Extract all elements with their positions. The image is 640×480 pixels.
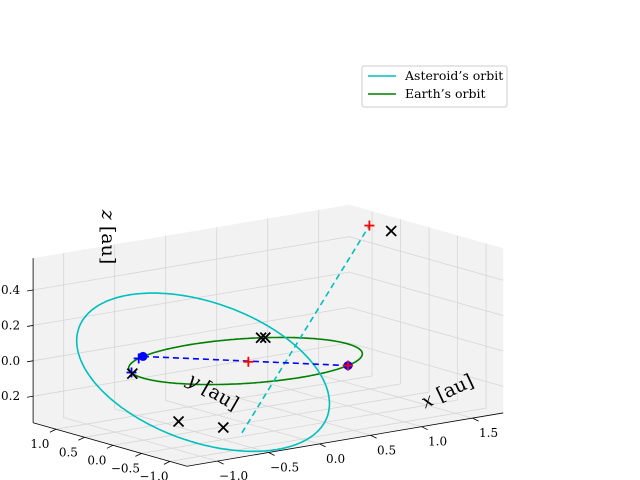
grid-line-x [63, 253, 218, 462]
grid-line-x [165, 235, 320, 445]
back-pane-xz [33, 204, 350, 423]
grid-line-z [33, 307, 504, 362]
x-tick [319, 443, 326, 448]
grid-line-z [33, 236, 504, 291]
svg-text:z [au]: z [au] [97, 209, 119, 264]
z-tick [27, 395, 34, 398]
x-tick [421, 426, 428, 431]
legend: Asteroid’s orbit Earth’s orbit [361, 65, 508, 108]
x-tick-label: 1.0 [428, 435, 447, 449]
legend-frame [361, 65, 508, 108]
apsis-marker [343, 360, 354, 371]
close-approach-marker [126, 368, 138, 380]
y-tick-label: 0.5 [59, 445, 78, 459]
z-axis-label: z [au] [97, 209, 119, 264]
z-tick-label: 0.4 [1, 283, 20, 297]
axis-lines [32, 258, 504, 467]
close-approach-marker [255, 332, 267, 344]
intersection-marker [133, 353, 144, 364]
x-tick-label: −1.0 [219, 469, 248, 480]
x-tick [268, 452, 275, 456]
node-marker [138, 351, 148, 361]
y-axis-line [32, 422, 188, 467]
y-tick-label: −1.0 [139, 469, 168, 480]
grid-line-z [33, 342, 504, 397]
y-tick [49, 428, 57, 433]
x-tick-label: 1.5 [479, 426, 498, 440]
x-tick [217, 460, 224, 465]
grid-lines [33, 210, 504, 462]
z-tick [27, 325, 34, 327]
marker-stroke [172, 415, 185, 428]
grid-line-y [55, 211, 373, 430]
apsis-marker [243, 356, 254, 367]
x-tick [370, 434, 377, 439]
close-approach-marker [259, 331, 271, 344]
grid-line-y [84, 219, 402, 438]
legend-label-asteroid: Asteroid’s orbit [404, 68, 503, 83]
z-axis-label-unit: [au] [97, 226, 119, 264]
plot-area [75, 220, 397, 453]
legend-label-earth: Earth’s orbit [405, 86, 486, 101]
marker-stroke [126, 368, 138, 380]
y-tick-label: 1.0 [30, 437, 49, 451]
z-axis-label-var: z [97, 209, 119, 221]
x-tick-label: −0.5 [270, 461, 299, 475]
x-axis-line [186, 412, 504, 467]
z-tick-label: −0.2 [0, 389, 20, 403]
grid-line-y [112, 227, 430, 446]
marker-stroke [385, 225, 397, 237]
y-tick [163, 461, 171, 465]
grid-line-x [267, 218, 422, 428]
grid-line-y [169, 243, 487, 462]
close-approach-marker [385, 225, 397, 237]
marker-stroke [259, 331, 271, 344]
y-tick [78, 436, 85, 441]
grid-line-x [216, 227, 371, 436]
x-tick [472, 417, 479, 422]
line-of-apsides [241, 225, 371, 434]
marker-stroke [217, 421, 229, 434]
z-tick [27, 360, 34, 363]
grid-line-x [114, 244, 269, 453]
y-tick-label: 0.0 [87, 453, 106, 467]
y-tick [135, 453, 142, 457]
asteroid-orbit-line [75, 292, 331, 453]
grid-line-y [141, 235, 459, 454]
x-tick-label: 0.5 [377, 443, 396, 457]
close-approach-marker [172, 415, 185, 428]
grid-line-z [33, 271, 504, 326]
z-tick-label: 0.0 [1, 354, 20, 368]
y-tick [106, 444, 114, 449]
z-tick-label: 0.2 [1, 318, 20, 332]
right-pane-yz [349, 204, 504, 413]
apsis-marker [364, 220, 375, 231]
x-tick-label: 0.0 [326, 452, 345, 466]
y-tick-label: −0.5 [111, 461, 140, 475]
close-approach-marker [217, 421, 229, 434]
tick-marks: −1.0−0.50.00.51.01.5−1.0−0.50.00.51.0−0.… [0, 283, 498, 480]
marker-stroke [255, 332, 267, 344]
z-tick [27, 289, 34, 292]
